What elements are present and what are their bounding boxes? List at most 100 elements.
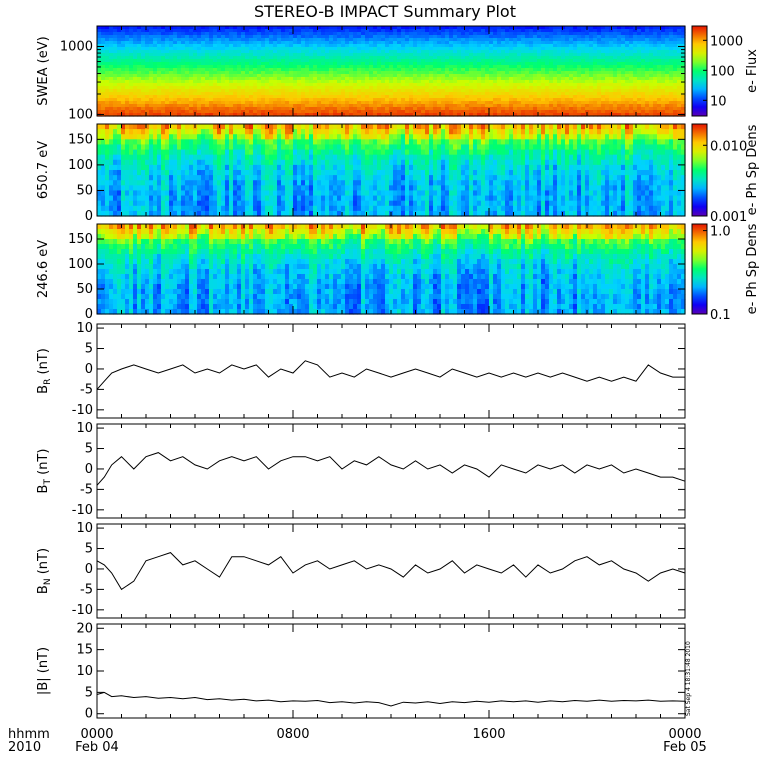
spectrogram-cell xyxy=(285,98,290,102)
spectrogram-cell xyxy=(373,35,378,39)
spectrogram-cell xyxy=(277,53,282,57)
spectrogram-cell xyxy=(421,89,426,93)
spectrogram-cell xyxy=(105,77,110,81)
spectrogram-cell xyxy=(353,26,358,30)
spectrogram-cell xyxy=(317,107,322,111)
spectrogram-cell xyxy=(181,47,186,51)
spectrogram-cell xyxy=(101,98,106,102)
spectrogram-cell xyxy=(217,59,222,63)
spectrogram-cell xyxy=(329,35,334,39)
spectrogram-cell xyxy=(313,110,318,114)
spectrogram-cell xyxy=(161,71,166,75)
spectrogram-cell xyxy=(433,101,438,105)
spectrogram-cell xyxy=(193,170,198,176)
spectrogram-cell xyxy=(121,101,126,105)
spectrogram-cell xyxy=(245,113,250,117)
spectrogram-cell xyxy=(385,92,390,96)
spectrogram-cell xyxy=(137,35,142,39)
spectrogram-cell xyxy=(101,65,106,69)
spectrogram-cell xyxy=(389,92,394,96)
spectrogram-cell xyxy=(473,65,478,69)
spectrogram-cell xyxy=(409,56,414,60)
spectrogram-cell xyxy=(157,164,162,171)
spectrogram-cell xyxy=(309,92,314,96)
spectrogram-cell xyxy=(341,77,346,81)
spectrogram-cell xyxy=(253,80,258,84)
spectrogram-cell xyxy=(309,113,314,117)
spectrogram-cell xyxy=(221,83,226,87)
spectrogram-cell xyxy=(217,86,222,90)
spectrogram-cell xyxy=(345,44,350,48)
spectrogram-cell xyxy=(429,83,434,87)
spectrogram-cell xyxy=(401,56,406,60)
spectrogram-cell xyxy=(285,80,290,84)
spectrogram-cell xyxy=(493,71,498,75)
spectrogram-cell xyxy=(225,38,230,42)
spectrogram-cell xyxy=(401,98,406,102)
spectrogram-cell xyxy=(217,68,222,72)
spectrogram-cell xyxy=(225,62,230,66)
spectrogram-cell xyxy=(185,139,190,146)
spectrogram-cell xyxy=(101,74,106,78)
spectrogram-cell xyxy=(149,71,154,75)
spectrogram-cell xyxy=(385,65,390,69)
spectrogram-cell xyxy=(105,190,110,197)
spectrogram-cell xyxy=(113,53,118,57)
spectrogram-cell xyxy=(473,47,478,51)
spectrogram-cell xyxy=(201,190,206,197)
spectrogram-cell xyxy=(293,89,298,93)
spectrogram-cell xyxy=(377,86,382,90)
spectrogram-cell xyxy=(161,144,166,151)
spectrogram-cell xyxy=(313,89,318,93)
spectrogram-cell xyxy=(193,200,198,207)
spectrogram-cell xyxy=(181,175,186,181)
spectrogram-cell xyxy=(313,47,318,51)
spectrogram-cell xyxy=(137,144,142,151)
spectrogram-cell xyxy=(153,35,158,39)
spectrogram-cell xyxy=(293,92,298,96)
spectrogram-cell xyxy=(233,56,238,60)
spectrogram-cell xyxy=(273,29,278,33)
spectrogram-cell xyxy=(117,205,122,212)
spectrogram-cell xyxy=(461,62,466,66)
spectrogram-cell xyxy=(273,89,278,93)
spectrogram-cell xyxy=(117,74,122,78)
spectrogram-cell xyxy=(293,62,298,66)
spectrogram-cell xyxy=(385,32,390,36)
spectrogram-cell xyxy=(149,41,154,45)
spectrogram-cell xyxy=(109,38,114,42)
spectrogram-cell xyxy=(209,26,214,30)
spectrogram-cell xyxy=(289,41,294,45)
spectrogram-cell xyxy=(137,50,142,54)
spectrogram-cell xyxy=(109,26,114,30)
spectrogram-cell xyxy=(289,107,294,111)
spectrogram-cell xyxy=(277,26,282,30)
spectrogram-cell xyxy=(361,77,366,81)
spectrogram-cell xyxy=(105,104,110,108)
spectrogram-cell xyxy=(113,95,118,99)
spectrogram-cell xyxy=(245,95,250,99)
spectrogram-cell xyxy=(181,154,186,161)
spectrogram-cell xyxy=(253,35,258,39)
spectrogram-cell xyxy=(145,80,150,84)
spectrogram-cell xyxy=(141,154,146,161)
spectrogram-cell xyxy=(97,101,102,105)
spectrogram-cell xyxy=(345,89,350,93)
spectrogram-cell xyxy=(133,53,138,57)
spectrogram-cell xyxy=(109,47,114,51)
spectrogram-cell xyxy=(173,180,178,186)
spectrogram-cell xyxy=(273,98,278,102)
spectrogram-cell xyxy=(197,149,202,156)
spectrogram-cell xyxy=(109,139,114,146)
spectrogram-cell xyxy=(161,98,166,102)
spectrogram-cell xyxy=(269,77,274,81)
spectrogram-cell xyxy=(369,41,374,45)
spectrogram-cell xyxy=(257,98,262,102)
spectrogram-cell xyxy=(225,53,230,57)
spectrogram-cell xyxy=(117,134,122,140)
spectrogram-cell xyxy=(181,101,186,105)
spectrogram-cell xyxy=(273,32,278,36)
spectrogram-cell xyxy=(437,44,442,48)
spectrogram-cell xyxy=(385,44,390,48)
spectrogram-cell xyxy=(105,129,110,135)
